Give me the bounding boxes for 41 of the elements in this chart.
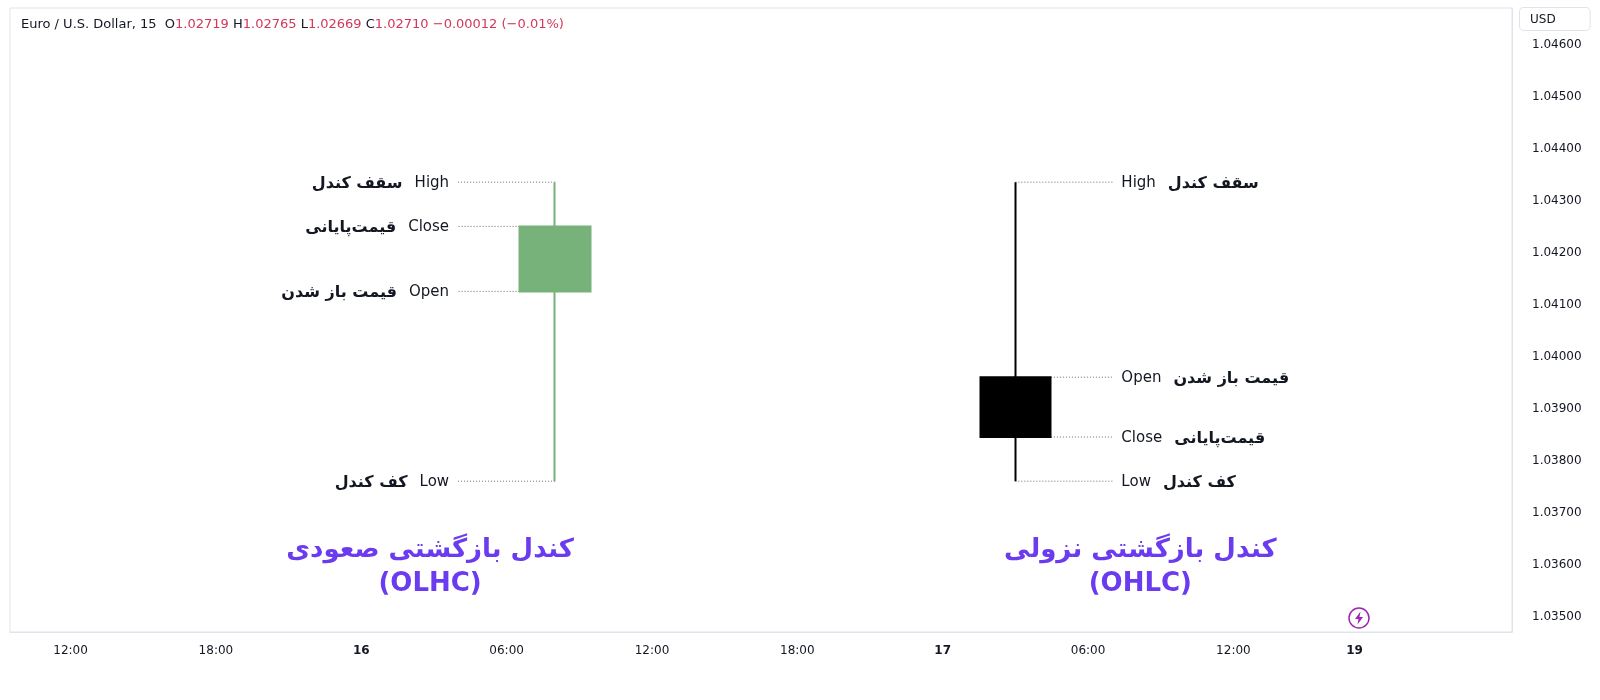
y-tick-label: 1.03700 <box>1532 505 1582 520</box>
ref-line-label: Close <box>1121 428 1163 446</box>
x-tick-label: 18:00 <box>198 643 234 657</box>
y-tick-label: 1.04200 <box>1532 245 1582 260</box>
x-tick-label: 17 <box>934 643 952 657</box>
x-tick-label: 19 <box>1346 643 1363 657</box>
y-tick-label: 1.03600 <box>1532 557 1582 572</box>
annotation: سقف کندل <box>1167 172 1259 192</box>
y-tick-label: 1.04500 <box>1532 89 1582 104</box>
annotation: قیمت‌پایانی <box>1174 427 1266 448</box>
y-tick-label: 1.04300 <box>1532 193 1582 208</box>
ref-line-label: High <box>1121 173 1156 192</box>
annotation: قیمت باز شدن <box>281 281 398 301</box>
ref-line-label: Open <box>1121 368 1162 387</box>
y-tick-label: 1.04600 <box>1532 37 1582 52</box>
x-tick-label: 12:00 <box>53 643 88 657</box>
x-tick-label: 18:00 <box>780 643 815 657</box>
x-tick-label: 06:00 <box>1070 643 1106 657</box>
y-tick-label: 1.04100 <box>1532 297 1582 312</box>
ref-line-label: Low <box>1121 472 1151 491</box>
y-tick-label: 1.04400 <box>1532 141 1582 156</box>
x-tick-label: 06:00 <box>489 643 524 657</box>
x-tick-label: 12:00 <box>634 643 670 657</box>
ref-line-label: High <box>414 173 450 192</box>
annotation: قیمت باز شدن <box>1173 367 1290 387</box>
ref-line-label: Low <box>419 472 450 491</box>
y-tick-label: 1.03500 <box>1532 609 1582 624</box>
annotation: قیمت‌پایانی <box>305 216 397 237</box>
annotation: کف کندل <box>334 471 409 491</box>
text: O1.02719 H1.02765 L1.02669 C1.02710 −0.00012 (−0.01%) <box>164 16 564 31</box>
y-tick-label: 1.03800 <box>1532 453 1582 468</box>
x-tick-label: 12:00 <box>1216 643 1251 657</box>
y-tick-label: 1.04000 <box>1532 349 1582 364</box>
ref-line-label: Open <box>409 282 450 301</box>
x-tick-label: 16 <box>352 643 370 657</box>
annotation: سقف کندل <box>311 172 403 192</box>
y-tick-label: 1.03900 <box>1532 401 1582 416</box>
text: Euro / U.S. Dollar, 15 <box>21 16 157 31</box>
y-axis-title: USD <box>1530 12 1556 26</box>
ref-line-label: Close <box>408 217 450 236</box>
annotation: کف کندل <box>1162 471 1237 491</box>
